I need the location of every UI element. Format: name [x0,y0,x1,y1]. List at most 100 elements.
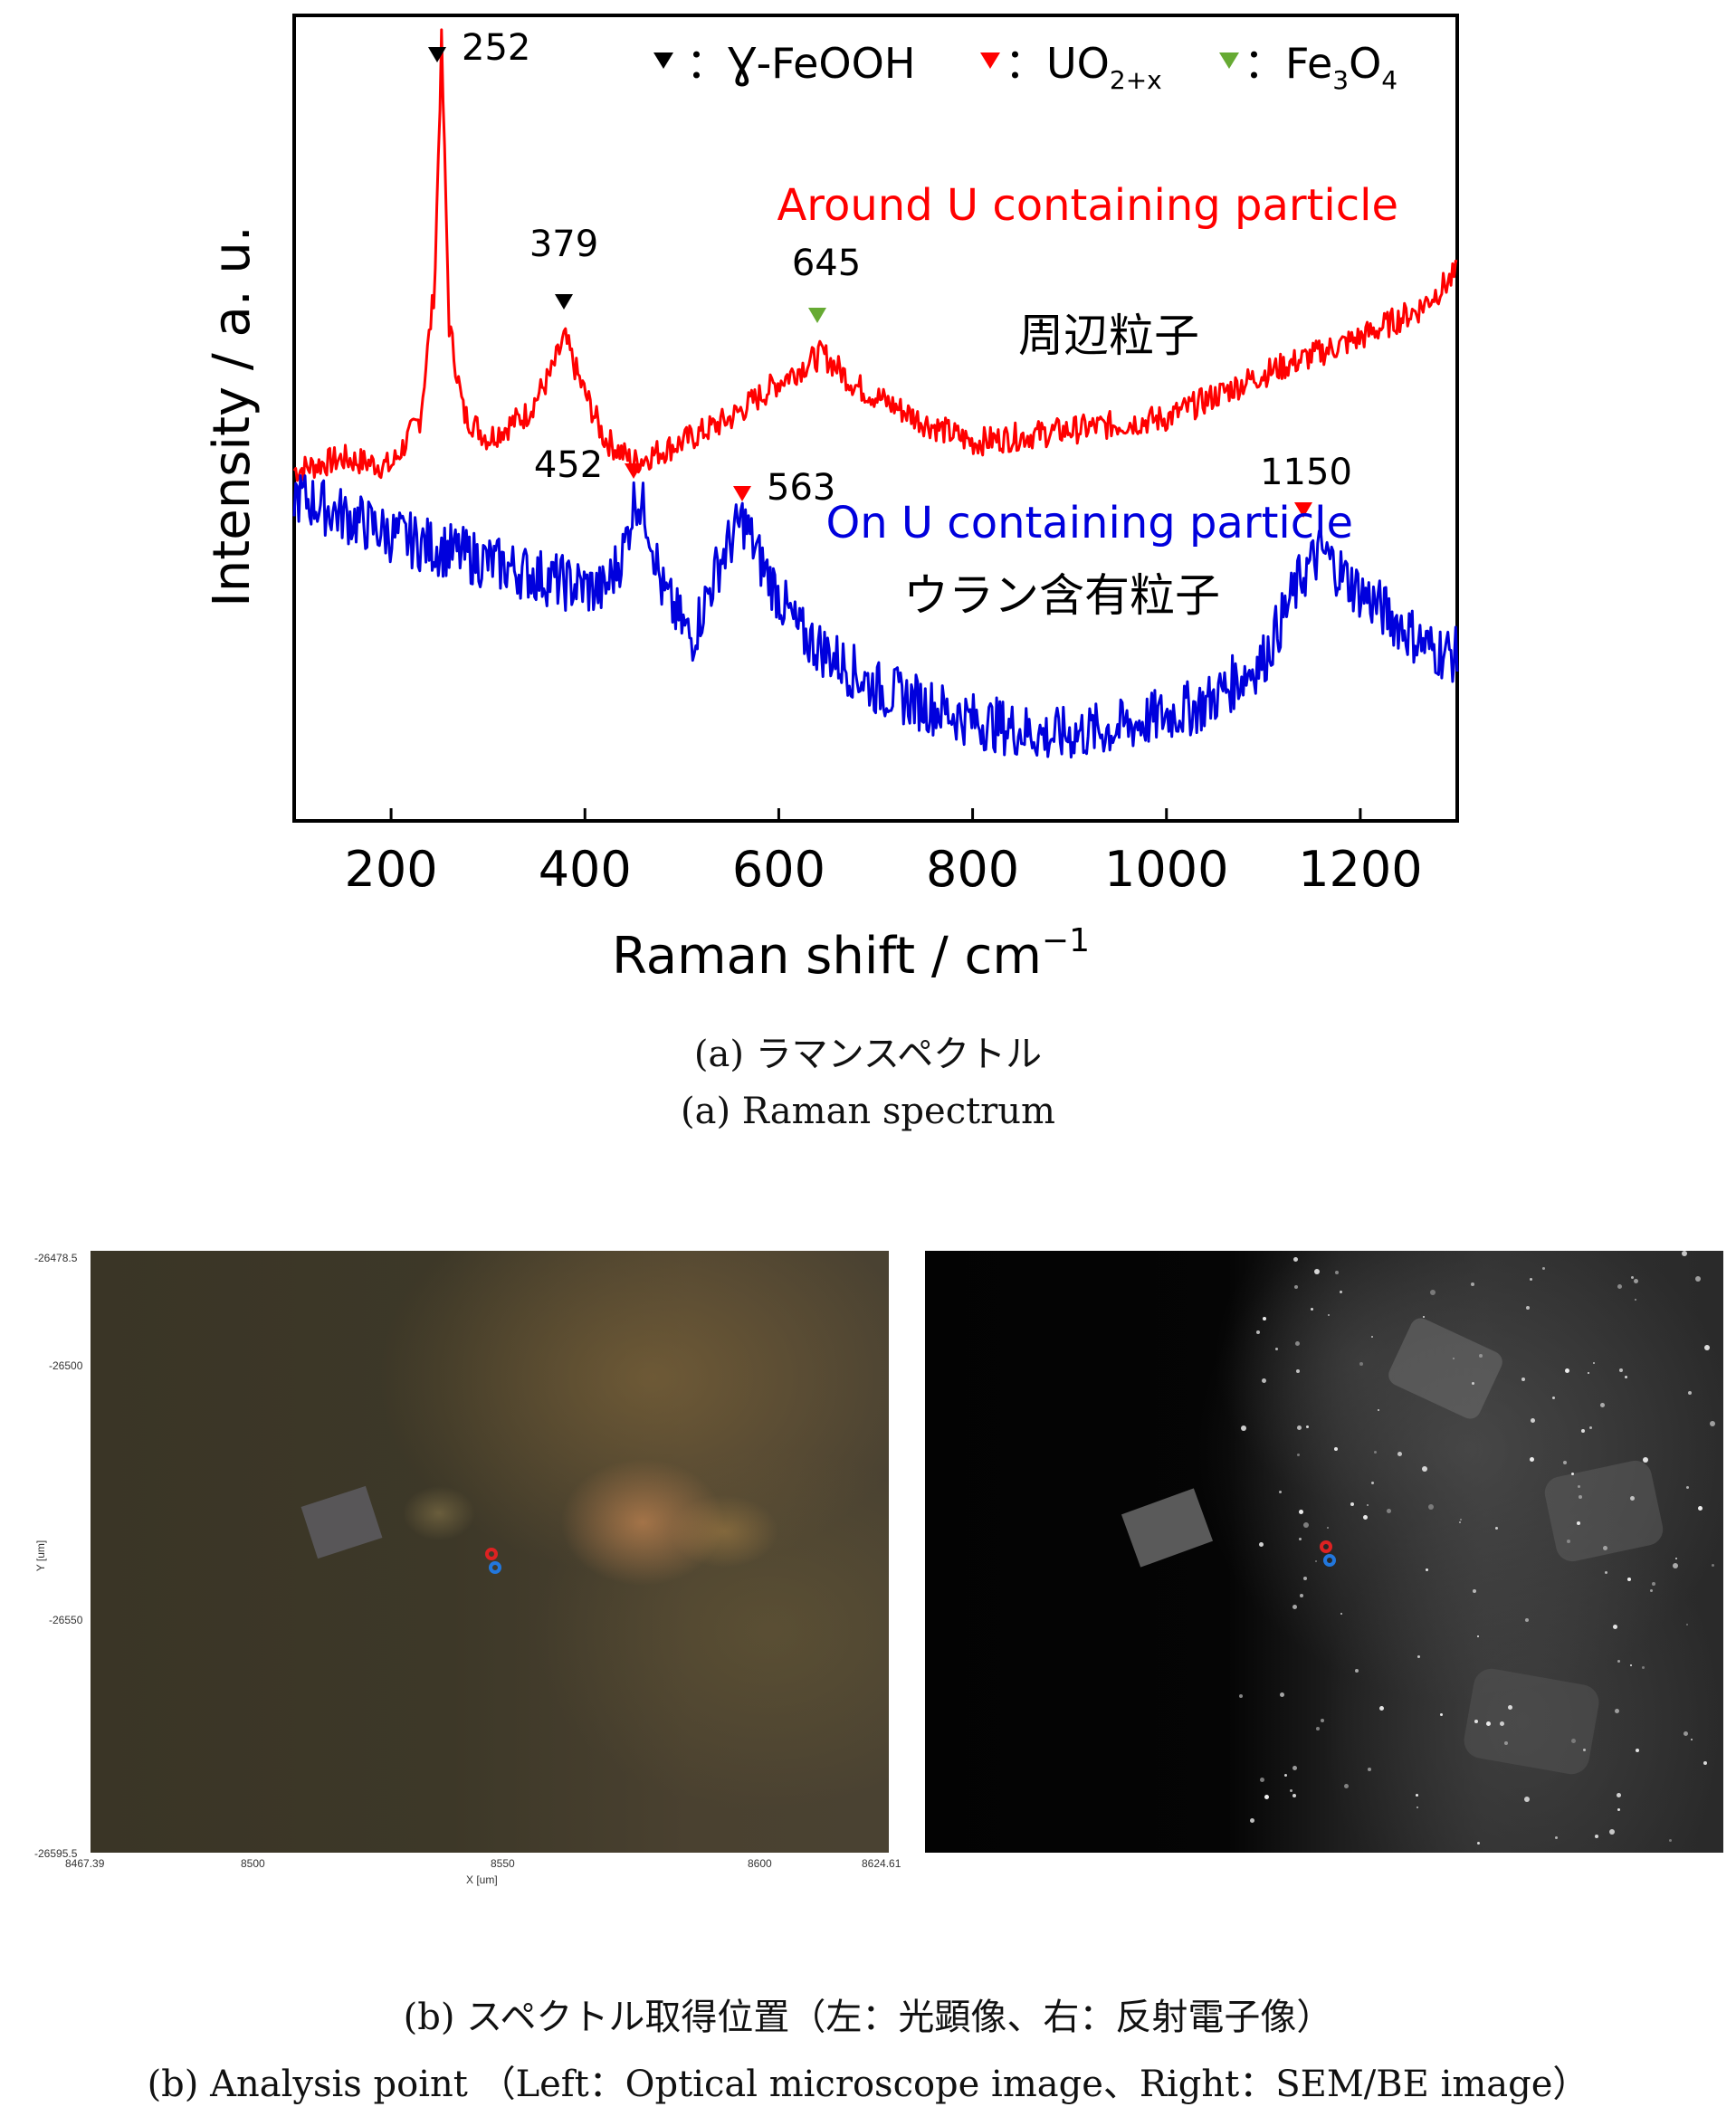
sem-speckle [1290,1789,1292,1792]
sem-marker-blue [1323,1554,1336,1567]
sem-speckle [1262,1378,1266,1383]
sem-speckle [1479,1354,1483,1358]
sem-speckle [1300,1594,1303,1597]
sem-speckle [1374,1451,1377,1454]
sem-speckle [1627,1578,1631,1581]
sem-speckle [1593,1362,1595,1364]
sem-speckle [1617,1793,1621,1797]
legend-entry-gamma-feooh: ：Ɣ-FeOOH [686,39,915,88]
x-tick-label-400: 400 [539,841,632,898]
sem-speckle [1595,1835,1598,1838]
sem-speckle [1704,1345,1710,1350]
sem-speckle [1460,1519,1462,1521]
plot-frame [292,14,1459,823]
sem-speckle [1552,1397,1555,1399]
sem-speckle [1609,1829,1615,1835]
sem-speckle [1311,1308,1313,1311]
sem-speckle [1630,1664,1632,1666]
series-line-around [292,28,1458,482]
sem-speckle [1292,1794,1296,1797]
sem-speckle [1316,1727,1320,1730]
sem-speckle [1617,1284,1622,1289]
legend-fe3o4-mid: O [1349,39,1381,88]
legend: ：Ɣ-FeOOH ：UO2+x ：Fe3O4 [653,39,1397,95]
sem-speckle [1474,1720,1478,1723]
peak-annotations: 252 379 645 452 563 1150 [428,27,1352,518]
sem-speckle [1359,1362,1363,1366]
peak-label-645: 645 [792,243,861,284]
sem-speckle [1355,1669,1359,1673]
sem-speckle [1526,1306,1530,1310]
sem-speckle [1619,1368,1623,1372]
sem-speckle [1340,1291,1342,1293]
sem-speckle [1589,1426,1592,1429]
x-axis-label: Raman shift / cm−1 [612,922,1090,986]
sem-speckle [1563,1461,1567,1464]
sem-speckle [1241,1425,1246,1431]
peak-marker-379 [555,294,573,310]
sem-speckle [1600,1403,1605,1407]
sem-speckle [1650,1589,1653,1592]
sem-be-image [925,1251,1723,1853]
sem-speckle [1335,1271,1339,1274]
sem-speckle [1279,1491,1282,1493]
series-label-on-en: On U containing particle [825,498,1353,548]
sem-speckle [1303,1522,1309,1528]
peak-marker-452 [625,463,643,479]
sem-speckle [1603,1546,1607,1550]
x-axis-label-sup: −1 [1042,922,1090,959]
sem-speckle [1631,1276,1634,1279]
x-tick-label-600: 600 [732,841,825,898]
sem-speckle [1430,1290,1436,1295]
sem-speckle [1578,1485,1580,1488]
sem-speckle [1417,1655,1420,1658]
sem-speckle [1508,1705,1512,1710]
peak-label-379: 379 [529,224,598,265]
legend-marker-red [980,52,1000,69]
optical-marker-red [485,1548,498,1560]
sem-speckle [1710,1421,1715,1426]
sem-speckle [1459,1521,1461,1523]
sem-speckle [1428,1504,1434,1510]
peak-marker-1150 [1294,502,1312,518]
sem-speckle [1581,1429,1585,1433]
sem-speckle [1250,1818,1254,1823]
sem-speckle [1583,1749,1586,1751]
peak-label-563: 563 [767,467,835,509]
sem-speckle [1297,1454,1300,1456]
sem-speckle [1471,1282,1474,1286]
sem-speckle [1423,1316,1425,1318]
legend-uo2-sub: 2+x [1110,65,1162,95]
optical-microscope-image [91,1251,889,1853]
sem-speckle [1625,1376,1627,1378]
sem-speckle [1284,1774,1287,1777]
optical-flake [300,1485,383,1559]
sem-speckle [1239,1694,1243,1698]
sem-speckle [1371,1482,1374,1484]
sem-speckle [1350,1502,1354,1506]
series-group [292,28,1459,759]
peak-marker-252 [428,47,446,62]
sem-speckle [1294,1285,1298,1289]
sem-speckle [1652,1582,1655,1586]
optical-marker-blue [489,1561,501,1574]
sem-speckle [1371,1336,1373,1338]
sem-speckle [1387,1509,1391,1513]
sem-speckle [1673,1563,1678,1568]
sem-speckle [1504,1741,1508,1745]
sem-speckle [1306,1425,1309,1428]
caption-a-en: (a) Raman spectrum [680,1091,1055,1132]
sem-speckle [1367,1504,1369,1506]
sem-speckle [1524,1797,1530,1802]
optical-x-tick-1: 8467.39 [65,1857,105,1870]
sem-speckle [1292,1766,1297,1770]
caption-b-ja: (b) スペクトル取得位置（左：光顕像、右：反射電子像） [403,1997,1333,2038]
optical-y-tick-3: -26550 [49,1614,83,1626]
sem-speckle [1328,1314,1330,1316]
sem-speckle [1613,1625,1617,1629]
peak-label-252: 252 [462,27,530,69]
caption-a-ja: (a) ラマンスペクトル [693,1034,1043,1075]
sem-speckle [1630,1496,1635,1501]
sem-speckle [1500,1721,1504,1726]
legend-entry-uo2: ：UO2+x [1005,39,1162,95]
